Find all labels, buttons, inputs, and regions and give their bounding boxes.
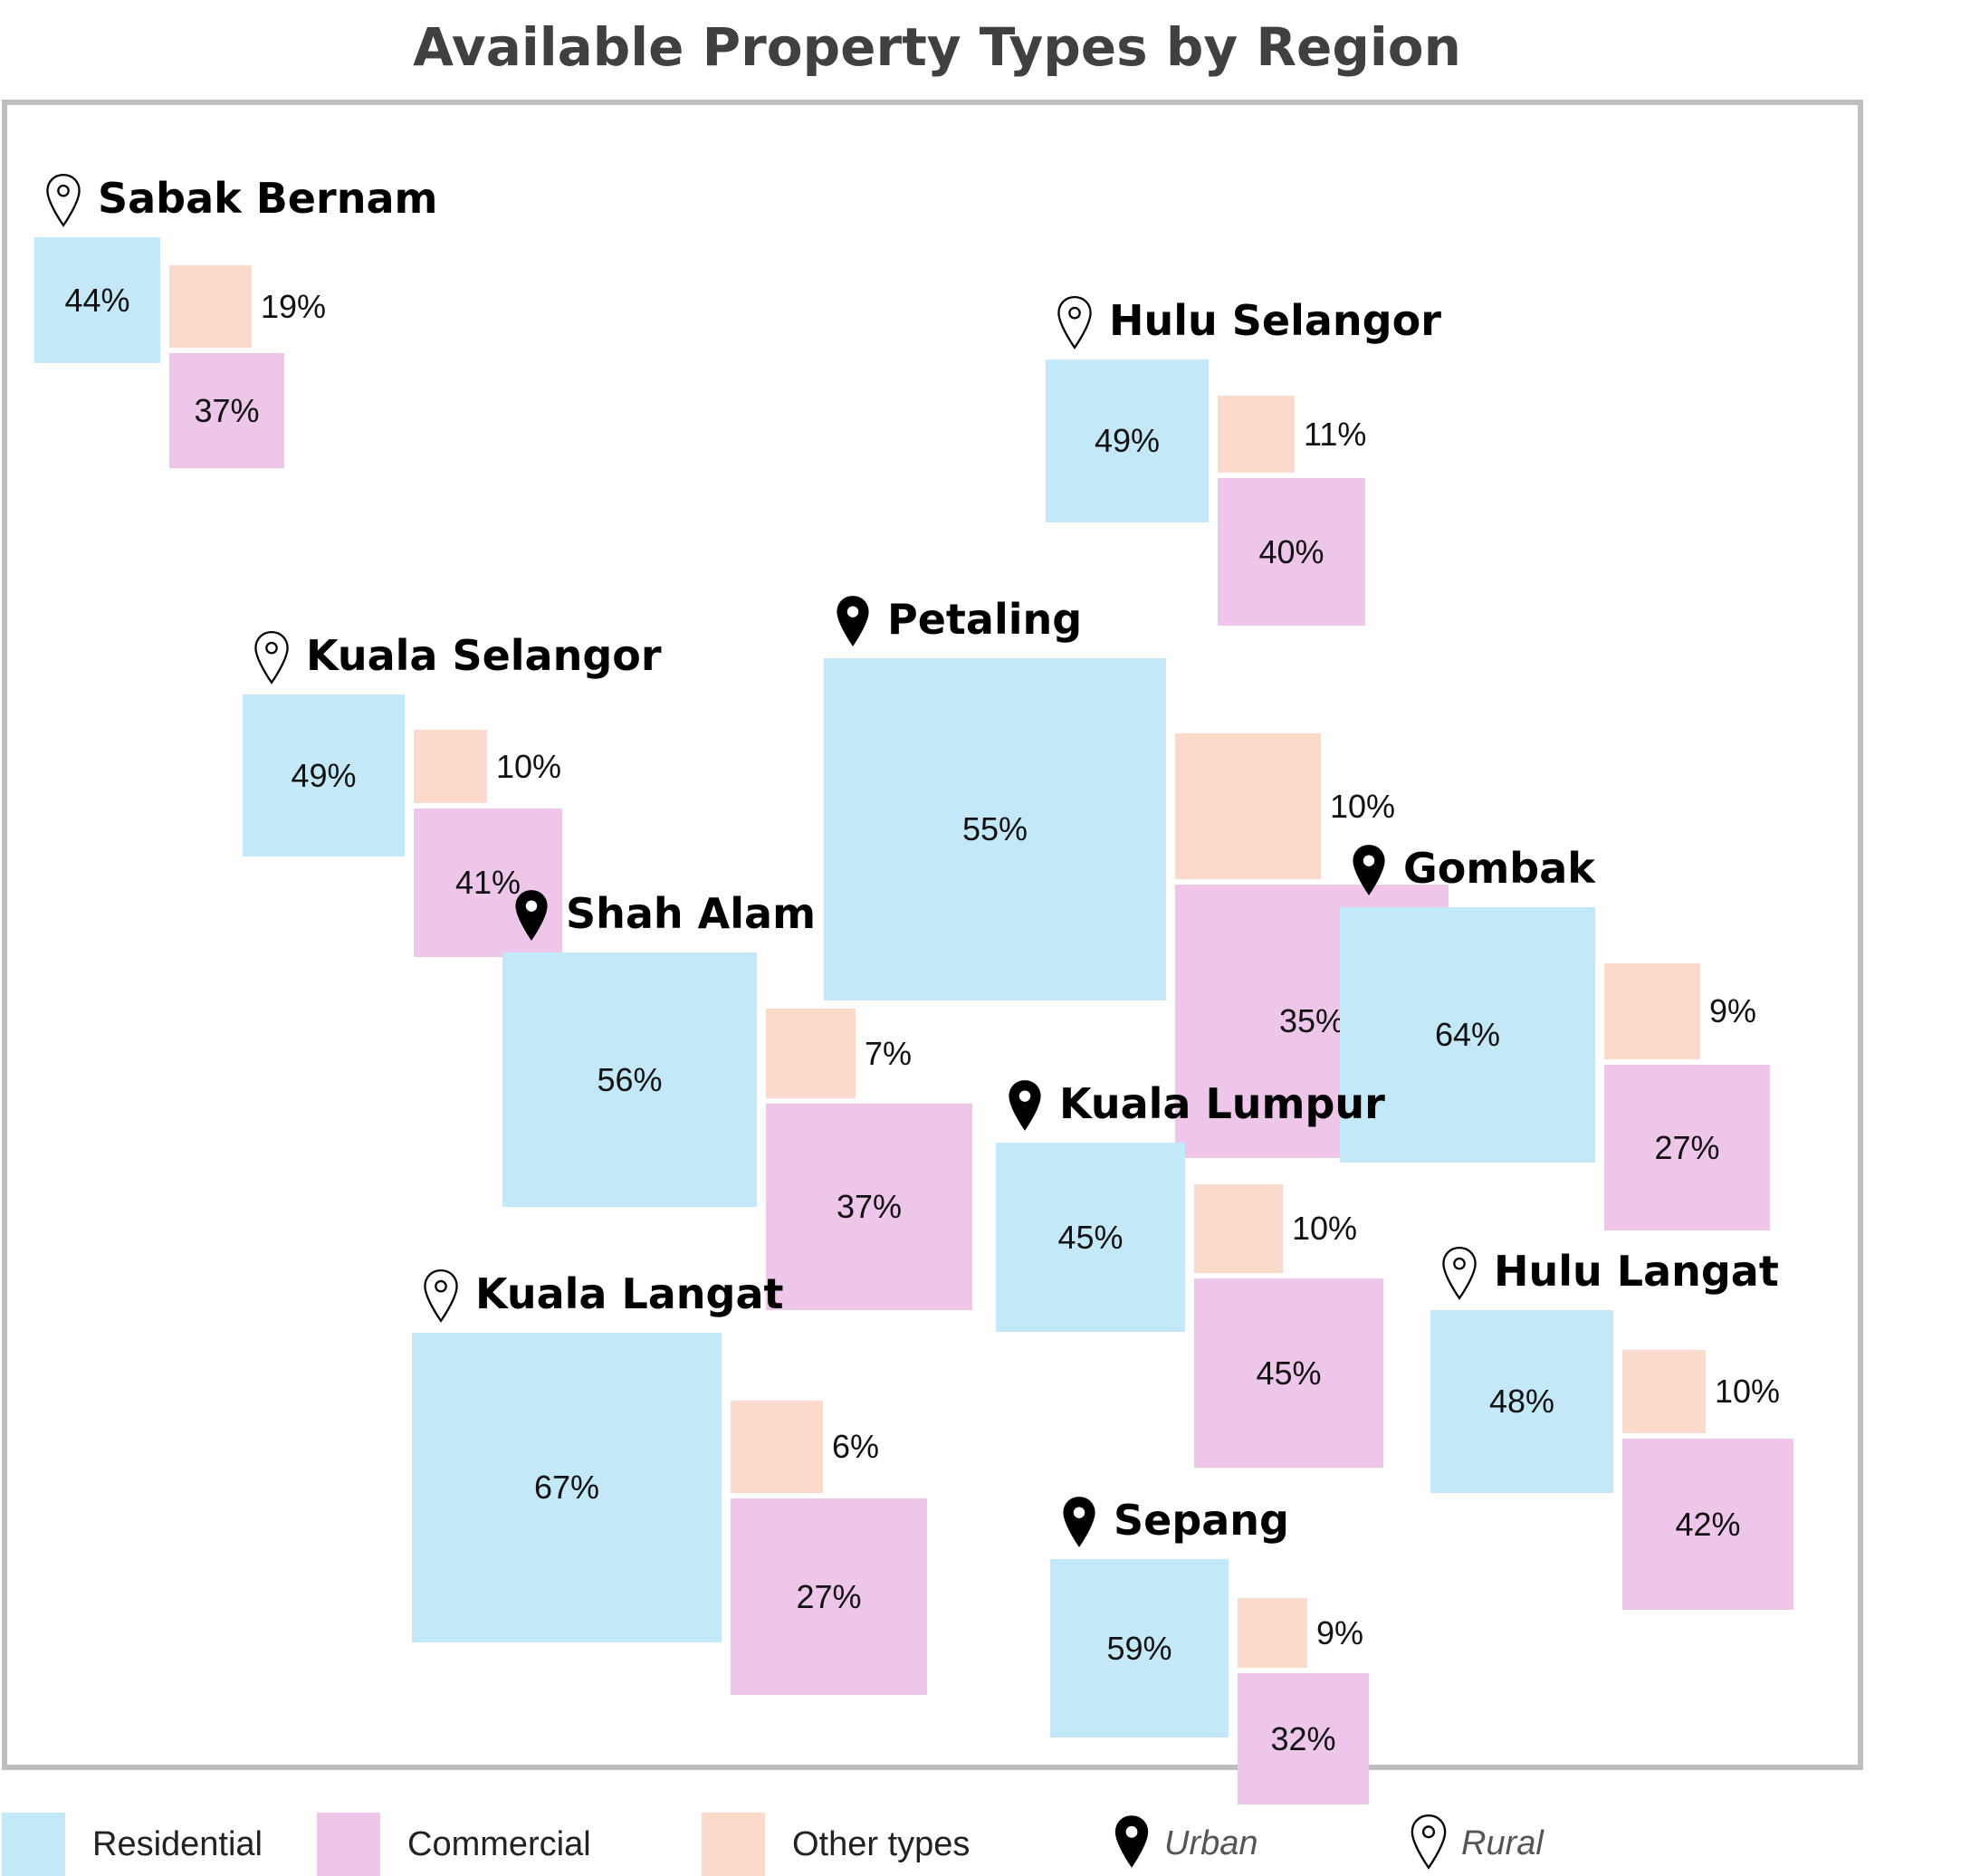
other-value-label-sabak-bernam: 19%: [261, 287, 327, 325]
residential-value-label-hulu-selangor: 49%: [1094, 422, 1161, 459]
region-label-kuala-lumpur: Kuala Lumpur: [1059, 1079, 1385, 1128]
legend-item-rural: Rural: [1409, 1813, 1544, 1875]
residential-value-label-kuala-lumpur: 45%: [1057, 1218, 1124, 1256]
legend-item-urban: Urban: [1112, 1813, 1258, 1875]
residential-cell-petaling: [824, 658, 1166, 1000]
other-cell-kuala-selangor: [414, 730, 487, 803]
region-label-gombak: Gombak: [1403, 844, 1595, 893]
chart-title: Available Property Types by Region: [413, 16, 1461, 78]
residential-cell-kuala-selangor: [243, 694, 405, 857]
commercial-value-label-sepang: 32%: [1270, 1719, 1336, 1757]
other-cell-hulu-selangor: [1218, 396, 1295, 473]
commercial-cell-kuala-langat: [731, 1498, 927, 1695]
legend-swatch-other-types: [702, 1813, 765, 1876]
urban-pin-icon: [1349, 842, 1389, 903]
commercial-cell-sabak-bernam: [169, 353, 284, 468]
residential-cell-kuala-langat: [412, 1333, 722, 1642]
commercial-value-label-sabak-bernam: 37%: [194, 391, 260, 429]
other-cell-kuala-lumpur: [1194, 1184, 1283, 1273]
commercial-cell-sepang: [1238, 1673, 1369, 1804]
region-label-shah-alam: Shah Alam: [566, 889, 817, 938]
residential-cell-shah-alam: [502, 952, 757, 1207]
rural-pin-icon: [421, 1268, 461, 1328]
commercial-value-label-hulu-langat: 42%: [1675, 1505, 1741, 1543]
residential-value-label-petaling: 55%: [961, 810, 1028, 847]
commercial-value-label-gombak: 27%: [1654, 1128, 1720, 1166]
other-value-label-sepang: 9%: [1316, 1613, 1364, 1651]
other-value-label-hulu-langat: 10%: [1715, 1373, 1781, 1410]
rural-pin-icon: [252, 629, 292, 690]
region-label-hulu-langat: Hulu Langat: [1494, 1247, 1779, 1296]
legend-label-other-types: Other types: [792, 1824, 971, 1863]
other-value-label-kuala-selangor: 10%: [496, 747, 562, 785]
residential-cell-gombak: [1340, 907, 1595, 1163]
other-value-label-gombak: 9%: [1709, 992, 1757, 1029]
urban-pin-icon: [1005, 1077, 1045, 1138]
commercial-value-label-shah-alam: 37%: [836, 1188, 903, 1225]
residential-cell-sepang: [1050, 1559, 1229, 1737]
commercial-value-label-kuala-selangor: 41%: [454, 864, 521, 901]
commercial-cell-kuala-lumpur: [1194, 1278, 1383, 1468]
urban-pin-icon: [1112, 1813, 1152, 1875]
commercial-value-label-hulu-selangor: 40%: [1258, 532, 1324, 570]
commercial-value-label-kuala-lumpur: 45%: [1256, 1354, 1322, 1392]
region-label-kuala-selangor: Kuala Selangor: [306, 631, 662, 680]
commercial-value-label-petaling: 35%: [1278, 1002, 1345, 1039]
residential-value-label-gombak: 64%: [1434, 1016, 1501, 1053]
commercial-cell-hulu-selangor: [1218, 478, 1365, 626]
other-value-label-kuala-lumpur: 10%: [1292, 1210, 1358, 1247]
urban-pin-icon: [833, 593, 873, 654]
urban-pin-icon: [1059, 1494, 1099, 1555]
region-label-hulu-selangor: Hulu Selangor: [1109, 296, 1441, 345]
region-label-sepang: Sepang: [1114, 1496, 1289, 1545]
rural-pin-icon: [1439, 1245, 1479, 1306]
other-value-label-petaling: 10%: [1330, 787, 1396, 825]
legend-item-residential: Residential: [2, 1813, 263, 1876]
rural-pin-icon: [43, 172, 83, 233]
residential-value-label-shah-alam: 56%: [597, 1060, 663, 1098]
urban-pin-icon: [512, 887, 551, 948]
legend-label-urban: Urban: [1164, 1824, 1258, 1862]
other-cell-sepang: [1238, 1598, 1307, 1668]
other-cell-kuala-langat: [731, 1401, 823, 1493]
residential-cell-sabak-bernam: [34, 237, 160, 363]
residential-value-label-kuala-langat: 67%: [533, 1469, 600, 1506]
other-cell-sabak-bernam: [169, 265, 252, 348]
legend-swatch-residential: [2, 1813, 65, 1876]
map-frame: [2, 100, 1863, 1770]
legend-item-other-types: Other types: [702, 1813, 970, 1876]
legend-label-residential: Residential: [92, 1824, 263, 1863]
residential-cell-kuala-lumpur: [996, 1143, 1185, 1332]
other-cell-gombak: [1604, 963, 1700, 1059]
commercial-cell-hulu-langat: [1622, 1439, 1793, 1610]
legend-item-commercial: Commercial: [317, 1813, 591, 1876]
residential-value-label-kuala-selangor: 49%: [291, 756, 357, 794]
other-value-label-kuala-langat: 6%: [832, 1428, 880, 1465]
legend-label-rural: Rural: [1461, 1824, 1544, 1862]
residential-value-label-hulu-langat: 48%: [1488, 1383, 1555, 1420]
region-label-petaling: Petaling: [887, 595, 1083, 644]
region-label-sabak-bernam: Sabak Bernam: [98, 174, 438, 223]
legend-label-commercial: Commercial: [407, 1824, 591, 1863]
other-cell-hulu-langat: [1622, 1350, 1706, 1433]
other-cell-petaling: [1175, 733, 1321, 879]
commercial-value-label-kuala-langat: 27%: [796, 1577, 862, 1615]
commercial-cell-shah-alam: [766, 1104, 972, 1310]
residential-value-label-sabak-bernam: 44%: [64, 281, 130, 319]
commercial-cell-gombak: [1604, 1065, 1770, 1230]
residential-cell-hulu-langat: [1430, 1310, 1613, 1493]
rural-pin-icon: [1055, 294, 1095, 355]
legend-swatch-commercial: [317, 1813, 380, 1876]
residential-cell-hulu-selangor: [1046, 359, 1209, 522]
residential-value-label-sepang: 59%: [1106, 1629, 1172, 1667]
commercial-cell-kuala-selangor: [414, 809, 562, 957]
other-cell-shah-alam: [766, 1009, 856, 1098]
rural-pin-icon: [1409, 1813, 1449, 1875]
other-value-label-shah-alam: 7%: [865, 1034, 913, 1072]
region-label-kuala-langat: Kuala Langat: [475, 1269, 784, 1318]
other-value-label-hulu-selangor: 11%: [1304, 415, 1367, 453]
